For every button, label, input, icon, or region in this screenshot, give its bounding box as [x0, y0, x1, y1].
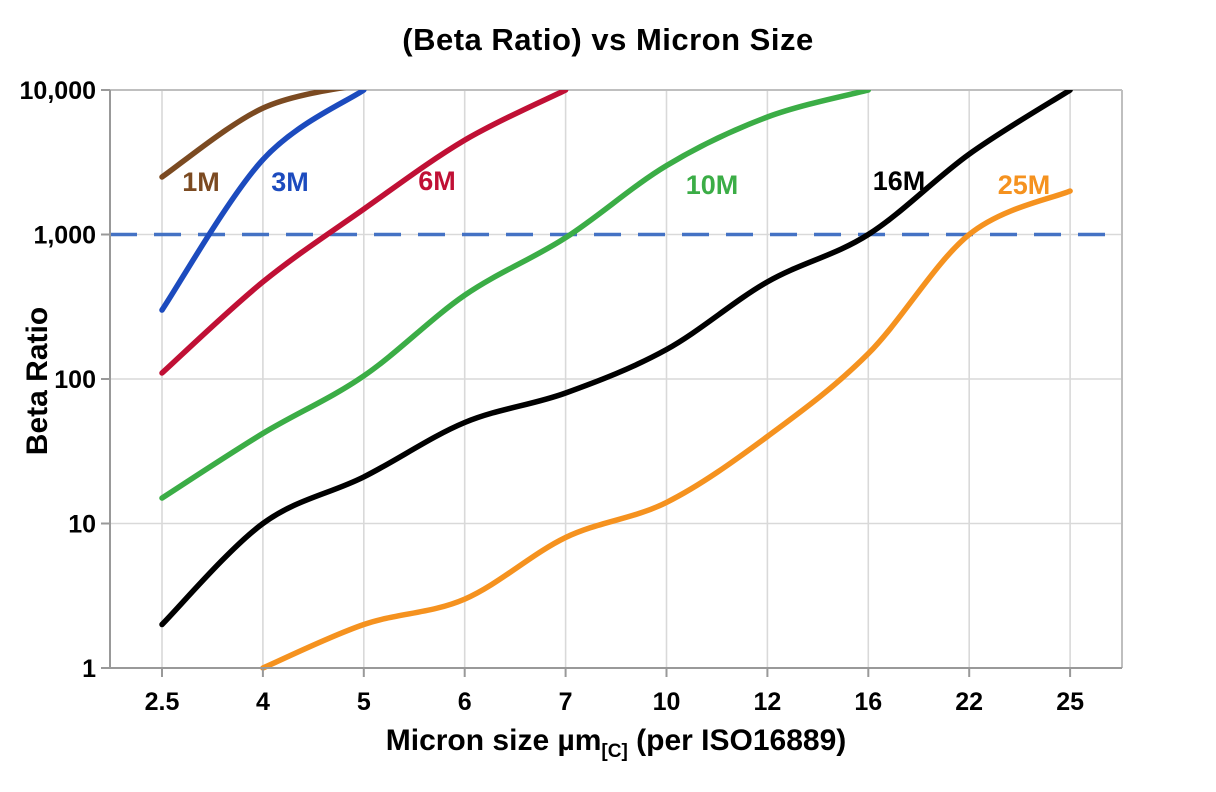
- x-axis-title-main: Micron size µm: [385, 724, 602, 757]
- x-tick-label: 2.5: [145, 688, 180, 716]
- x-tick-label: 7: [559, 688, 573, 716]
- y-tick-label: 10,000: [20, 77, 96, 105]
- x-tick-label: 10: [653, 688, 681, 716]
- x-tick-label: 22: [955, 688, 983, 716]
- series-line-6M: [159, 90, 569, 376]
- series-line-25M: [260, 188, 1073, 671]
- series-line-3M: [159, 90, 367, 313]
- x-tick-label: 12: [753, 688, 781, 716]
- chart-title: (Beta Ratio) vs Micron Size: [402, 22, 814, 57]
- y-tick-label: 1: [82, 655, 96, 683]
- x-axis-title-subscript: [C]: [601, 741, 628, 762]
- x-tick-label: 5: [357, 688, 371, 716]
- series-label-3M: 3M: [271, 167, 309, 197]
- series-label-10M: 10M: [686, 170, 739, 200]
- series-line-1M: [159, 90, 347, 180]
- y-tick-label: 100: [54, 366, 96, 394]
- y-axis-title: Beta Ratio: [21, 306, 54, 456]
- x-tick-label: 6: [458, 688, 472, 716]
- y-tick-label: 10: [68, 511, 96, 539]
- series-label-16M: 16M: [873, 166, 926, 196]
- series-label-6M: 6M: [418, 166, 456, 196]
- x-tick-label: 25: [1056, 688, 1084, 716]
- series-label-25M: 25M: [998, 170, 1051, 200]
- y-tick-label: 1,000: [33, 222, 96, 250]
- series-line-10M: [159, 90, 872, 501]
- series-line-16M: [159, 90, 1073, 628]
- x-tick-label: 4: [256, 688, 270, 716]
- series-label-1M: 1M: [182, 167, 220, 197]
- series-curves: [159, 90, 1073, 671]
- x-axis-title: Micron size µm[C] (per ISO16889): [110, 724, 1122, 763]
- x-tick-label: 16: [854, 688, 882, 716]
- x-axis-title-suffix: (per ISO16889): [627, 724, 847, 757]
